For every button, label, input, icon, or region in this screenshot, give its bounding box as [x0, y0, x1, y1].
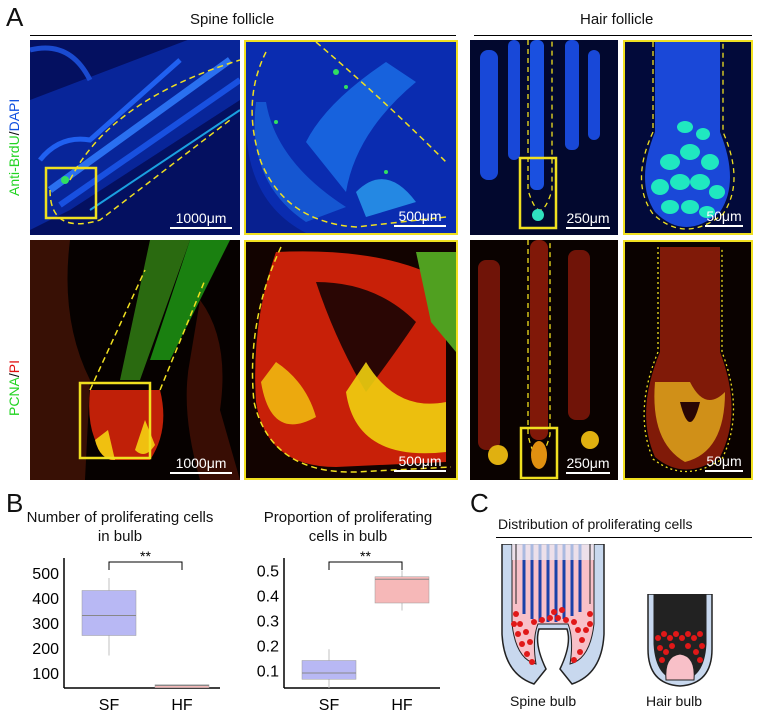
panel-b-letter: B: [6, 488, 24, 518]
scale-bar-5: 1000μm: [166, 455, 236, 474]
micrograph-hair-pcna-overview: 250μm: [470, 240, 618, 480]
micrograph-hair-pcna-zoom: 50μm: [623, 240, 753, 480]
header-spine-follicle: Spine follicle: [190, 11, 275, 28]
label-spine-bulb: Spine bulb: [510, 693, 577, 709]
diagram-spine-bulb: [501, 544, 605, 685]
x-tick-label: SF: [319, 697, 340, 714]
micrograph-spine-brdu-overview: 1000μm: [30, 40, 240, 235]
chart-proliferating-count: 100 200 300 400 500 SF HF **: [32, 548, 220, 714]
chart2-title: Proportion of proliferating cells in bul…: [263, 509, 433, 545]
box-sf: [301, 660, 357, 680]
row2-stain-label: PCNA/PI: [6, 359, 22, 416]
significance-bracket: [108, 561, 183, 570]
box-hf: [154, 684, 210, 688]
panel-a-letter: A: [6, 2, 24, 32]
significance-label: **: [140, 548, 151, 564]
chart1-title: Number of proliferating cells in bulb: [26, 509, 214, 545]
micrograph-spine-pcna-overview: 1000μm: [30, 240, 240, 480]
panel-c-letter: C: [470, 488, 489, 518]
header-spine-rule: [30, 35, 456, 36]
scale-bar-7: 250μm: [560, 455, 616, 474]
micrograph-spine-brdu-zoom: 500μm: [244, 40, 458, 235]
label-hair-bulb: Hair bulb: [646, 693, 703, 709]
x-tick-label: SF: [99, 697, 120, 714]
diagram-hair-bulb: [647, 594, 713, 687]
micrograph-hair-brdu-zoom: 50μm: [623, 40, 753, 235]
scale-bar-8: 50μm: [701, 453, 747, 472]
micrograph-spine-pcna-zoom: 500μm: [244, 240, 458, 480]
y-tick-label: 0.5: [257, 564, 279, 581]
y-tick-label: 0.2: [257, 639, 279, 656]
y-tick-label: 100: [32, 666, 59, 683]
y-tick-label: 400: [32, 591, 59, 608]
scale-bar-4: 50μm: [701, 208, 747, 227]
y-tick-label: 0.4: [257, 589, 279, 606]
header-hair-rule: [474, 35, 752, 36]
x-tick-label: HF: [391, 697, 413, 714]
scale-bar-3: 250μm: [560, 210, 616, 229]
y-tick-label: 200: [32, 641, 59, 658]
x-tick-label: HF: [171, 697, 193, 714]
significance-bracket: [328, 561, 403, 570]
chart-proliferating-proportion: 0.1 0.2 0.3 0.4 0.5 SF HF **: [257, 548, 440, 714]
y-tick-label: 0.3: [257, 614, 279, 631]
scale-bar-2: 500μm: [390, 208, 450, 227]
row1-stain-label: Anti-BrdU/DAPI: [6, 98, 22, 196]
y-tick-label: 500: [32, 566, 59, 583]
box-hf: [374, 576, 430, 604]
panel-c-rule: [496, 537, 752, 538]
y-tick-label: 300: [32, 616, 59, 633]
scale-bar-1: 1000μm: [166, 210, 236, 229]
scale-bar-6: 500μm: [390, 453, 450, 472]
box-sf: [81, 590, 137, 636]
micrograph-hair-brdu-overview: 250μm: [470, 40, 618, 235]
panel-c-title: Distribution of proliferating cells: [498, 516, 693, 532]
header-hair-follicle: Hair follicle: [580, 11, 654, 28]
y-tick-label: 0.1: [257, 664, 279, 681]
significance-label: **: [360, 548, 371, 564]
